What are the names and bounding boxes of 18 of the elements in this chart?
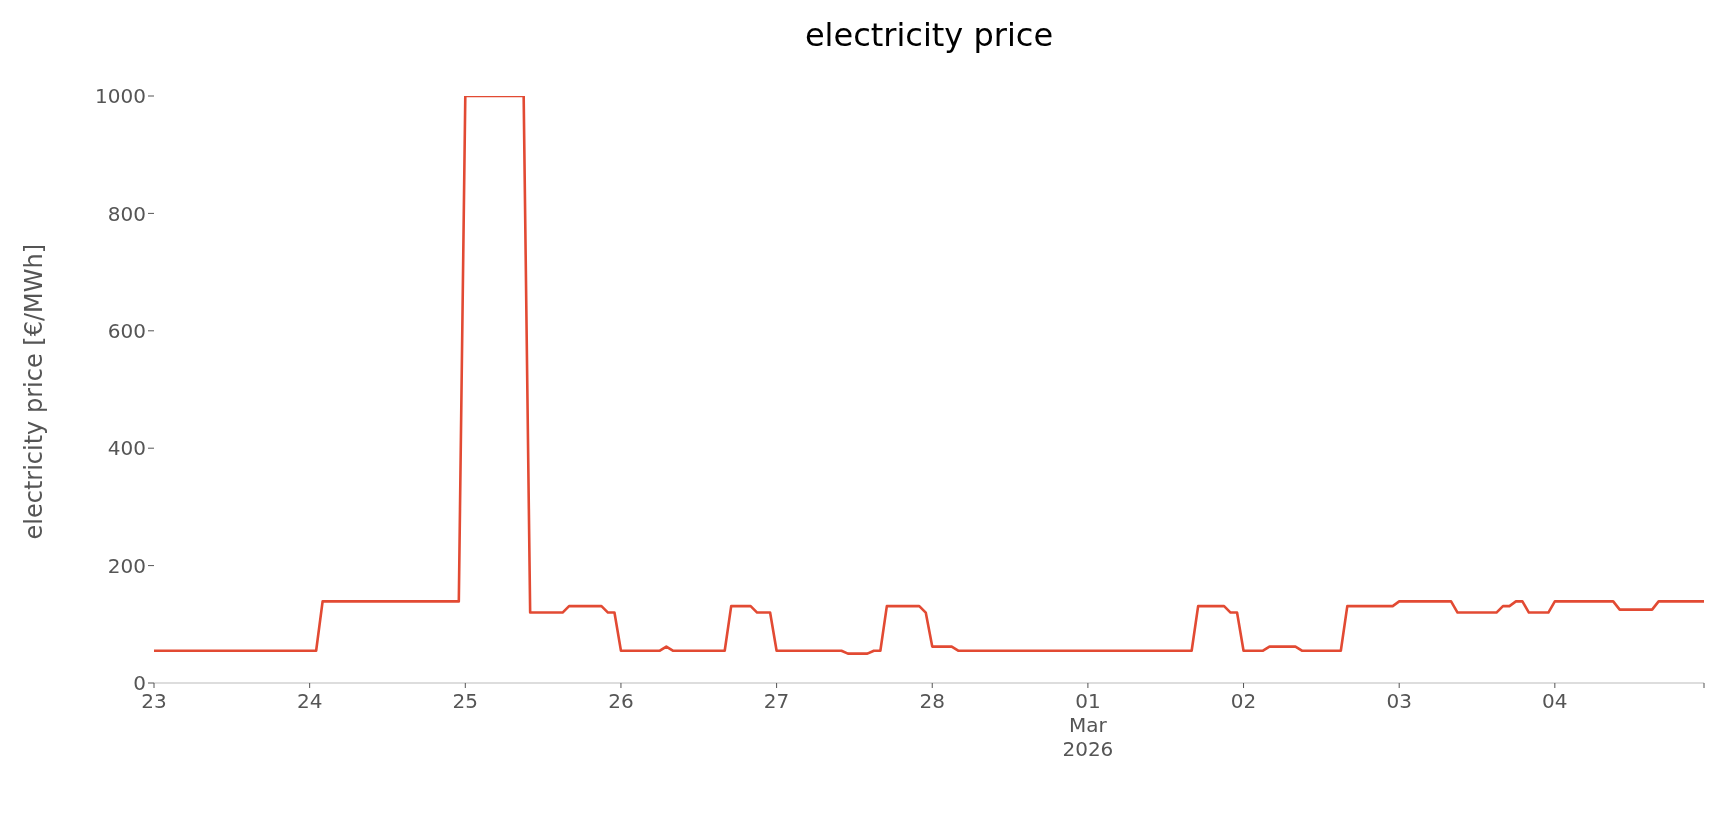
y-tick-label: 200 (107, 553, 146, 578)
x-tick-label: 03 (1386, 689, 1412, 713)
x-tick-label: 04 (1542, 689, 1568, 713)
y-tick-label: 1000 (95, 84, 146, 109)
x-tick-label: 27 (763, 689, 790, 713)
chart-title: electricity price (803, 16, 1055, 54)
x-tick-label: 02 (1230, 689, 1257, 713)
x-tick-label: 01 Mar 2026 (1062, 689, 1114, 761)
x-tick-label: 26 (608, 689, 634, 713)
x-tick-label: 25 (452, 689, 479, 713)
x-tick-label: 28 (919, 689, 945, 713)
y-axis-title: electricity price [€/MWh] (19, 243, 48, 540)
y-tick-label: 400 (107, 436, 146, 461)
x-tick-label: 23 (141, 689, 167, 713)
y-tick-label: 600 (107, 318, 146, 343)
x-tick-label: 24 (296, 689, 323, 713)
line-series (154, 96, 1704, 655)
y-tick-label: 800 (107, 201, 146, 226)
